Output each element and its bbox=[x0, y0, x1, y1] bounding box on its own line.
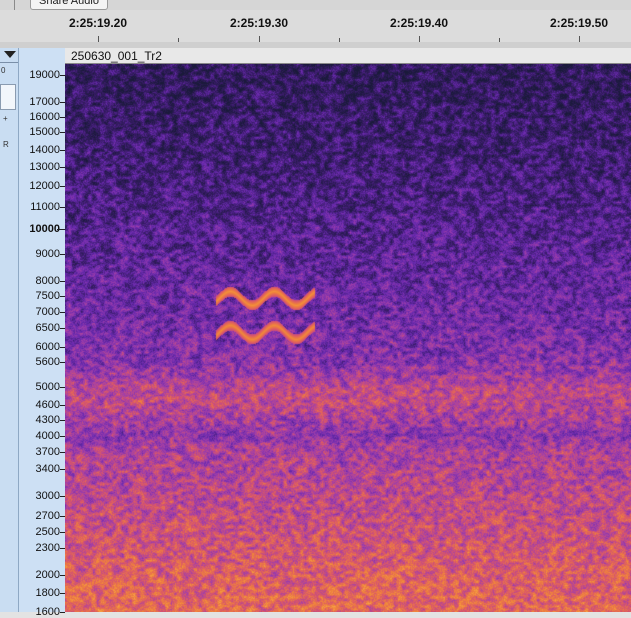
frequency-label: 6500 bbox=[35, 322, 60, 334]
frequency-tick bbox=[60, 469, 65, 470]
frequency-label: 2700 bbox=[35, 510, 60, 522]
frequency-label: 10000 bbox=[29, 223, 60, 235]
ruler-major-tick bbox=[259, 36, 260, 42]
frequency-tick bbox=[60, 312, 65, 313]
frequency-label: 3400 bbox=[35, 463, 60, 475]
frequency-label: 8000 bbox=[35, 275, 60, 287]
frequency-scale: 19000 17000 16000 15000 14000 13000 12000 11000… bbox=[19, 48, 65, 618]
frequency-label: 7500 bbox=[35, 290, 60, 302]
frequency-label: 16000 bbox=[29, 111, 60, 123]
frequency-tick bbox=[60, 150, 65, 151]
share-audio-button[interactable]: Share Audio bbox=[30, 0, 108, 10]
frequency-label: 2000 bbox=[35, 569, 60, 581]
ruler-minor-tick bbox=[339, 38, 340, 42]
frequency-label: 1600 bbox=[35, 606, 60, 618]
track-name-label[interactable]: 250630_001_Tr2 bbox=[65, 48, 631, 64]
frequency-tick bbox=[60, 117, 65, 118]
frequency-label: 14000 bbox=[29, 144, 60, 156]
frequency-tick bbox=[60, 612, 65, 613]
timeline-label: 2:25:19.40 bbox=[389, 16, 449, 30]
frequency-label: 9000 bbox=[35, 248, 60, 260]
frequency-tick bbox=[60, 452, 65, 453]
frequency-tick bbox=[60, 575, 65, 576]
panel-divider bbox=[0, 62, 18, 63]
track-control-box[interactable] bbox=[0, 84, 16, 110]
frequency-tick bbox=[60, 593, 65, 594]
track-control-panel: 0 + R bbox=[0, 48, 19, 612]
frequency-tick bbox=[60, 347, 65, 348]
ruler-minor-tick bbox=[499, 38, 500, 42]
frequency-tick bbox=[60, 420, 65, 421]
frequency-tick bbox=[60, 387, 65, 388]
frequency-label: 2300 bbox=[35, 542, 60, 554]
frequency-label: 4300 bbox=[35, 414, 60, 426]
frequency-label: 13000 bbox=[29, 161, 60, 173]
frequency-label: 19000 bbox=[29, 69, 60, 81]
top-toolbar: Share Audio bbox=[0, 0, 631, 10]
frequency-tick bbox=[60, 281, 65, 282]
frequency-label: 3700 bbox=[35, 446, 60, 458]
frequency-label: 15000 bbox=[29, 126, 60, 138]
frequency-tick bbox=[60, 296, 65, 297]
gain-plus-icon[interactable]: + bbox=[3, 114, 8, 123]
frequency-label: 5600 bbox=[35, 356, 60, 368]
frequency-tick bbox=[60, 132, 65, 133]
frequency-tick bbox=[60, 207, 65, 208]
frequency-label: 4600 bbox=[35, 399, 60, 411]
pan-right-label: R bbox=[3, 140, 9, 149]
frequency-tick bbox=[60, 254, 65, 255]
ruler-major-tick bbox=[419, 36, 420, 42]
ruler-minor-tick bbox=[178, 38, 179, 42]
frequency-label: 3000 bbox=[35, 490, 60, 502]
gain-readout: 0 bbox=[1, 66, 6, 75]
frequency-tick bbox=[60, 405, 65, 406]
timeline-label: 2:25:19.30 bbox=[229, 16, 289, 30]
frequency-tick bbox=[60, 362, 65, 363]
frequency-tick bbox=[60, 532, 65, 533]
frequency-label: 5000 bbox=[35, 381, 60, 393]
frequency-label: 11000 bbox=[30, 201, 60, 213]
frequency-label: 12000 bbox=[29, 180, 60, 192]
timeline-label: 2:25:19.50 bbox=[549, 16, 609, 30]
frequency-tick bbox=[60, 436, 65, 437]
frequency-tick bbox=[60, 167, 65, 168]
frequency-tick bbox=[60, 516, 65, 517]
track-header-strip bbox=[0, 42, 631, 48]
timeline-ruler[interactable]: 2:25:19.20 2:25:19.30 2:25:19.40 2:25:19… bbox=[0, 10, 631, 52]
ruler-major-tick bbox=[98, 36, 99, 42]
frequency-tick bbox=[60, 548, 65, 549]
frequency-label: 1800 bbox=[35, 587, 60, 599]
spectrogram-view[interactable] bbox=[65, 64, 631, 612]
frequency-tick bbox=[60, 496, 65, 497]
timeline-label: 2:25:19.20 bbox=[68, 16, 128, 30]
frequency-tick bbox=[60, 102, 65, 103]
frequency-label: 7000 bbox=[35, 306, 60, 318]
frequency-tick bbox=[60, 186, 65, 187]
frequency-tick bbox=[60, 328, 65, 329]
frequency-label: 2500 bbox=[35, 526, 60, 538]
frequency-tick bbox=[57, 229, 65, 230]
frequency-tick bbox=[60, 75, 65, 76]
ruler-major-tick bbox=[579, 36, 580, 42]
frequency-label: 4000 bbox=[35, 430, 60, 442]
frequency-label: 6000 bbox=[35, 341, 60, 353]
frequency-label: 17000 bbox=[29, 96, 60, 108]
track-menu-dropdown-icon[interactable] bbox=[4, 51, 16, 58]
toolbar-separator bbox=[14, 0, 15, 10]
